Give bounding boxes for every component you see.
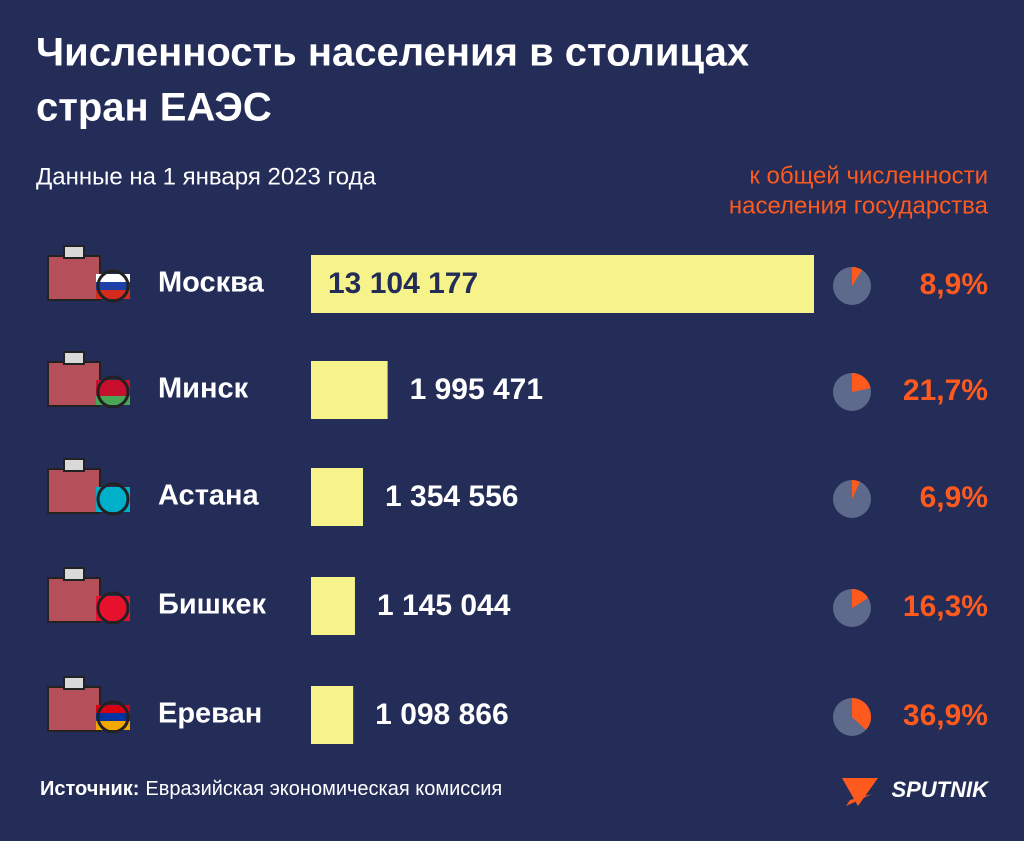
share-label: 36,9% [903,699,988,732]
building-icon [63,567,85,581]
source-label: Источник: [40,778,139,800]
flag-stripe [96,396,130,405]
building-icon [47,361,101,407]
flag-stripe [96,612,130,621]
pie-slice [852,267,863,286]
flag-ring [96,700,130,734]
pie-slice [852,589,869,608]
bar [311,468,363,526]
title-line: стран ЕАЭС [36,86,272,130]
share-label: 6,9% [920,481,988,514]
flag-stripe [96,380,130,389]
flag-stripe [96,503,130,512]
flag-stripe [96,604,130,613]
bar [311,686,354,744]
city-label: Минск [158,373,249,405]
pie-slice [852,480,860,499]
building-icon [63,245,85,259]
city-label: Ереван [158,698,262,730]
flag-stripe [96,274,130,283]
city-label: Москва [158,267,265,299]
building-icon [47,255,101,301]
value-label: 1 145 044 [377,589,511,622]
building-icon [63,351,85,365]
brand: SPUTNIK [891,777,990,802]
building-icon [63,676,85,690]
flag-ring [96,375,130,409]
share-label: 16,3% [903,590,988,623]
bar [311,577,355,635]
city-label: Астана [158,480,260,512]
source: Источник: Евразийская экономическая комис… [40,778,502,800]
pie-slice [852,373,871,392]
value-label: 1 354 556 [385,480,518,513]
value-label: 13 104 177 [328,267,478,300]
share-label: 21,7% [903,374,988,407]
source-text: Евразийская экономическая комиссия [145,778,502,800]
flag-ring [96,591,130,625]
flag-stripe [96,713,130,722]
flag-stripe [96,282,130,291]
building-icon [47,468,101,514]
bar [311,361,388,419]
bar [311,255,814,313]
flag-stripe [96,388,130,397]
flag-ring [96,269,130,303]
building-icon [47,577,101,623]
city-label: Бишкек [158,589,266,621]
share-label: 8,9% [920,268,988,301]
value-label: 1 098 866 [375,698,508,731]
value-label: 1 995 471 [410,373,543,406]
building-icon [63,458,85,472]
title-line: Численность населения в столицах [36,31,749,75]
flag-stripe [96,721,130,730]
flag-stripe [96,290,130,299]
flag-stripe [96,495,130,504]
pie-slice [852,698,871,730]
flag-stripe [96,487,130,496]
subtitle: Данные на 1 января 2023 года [36,163,377,190]
flag-stripe [96,705,130,714]
building-icon [47,686,101,732]
share-title: населения государства [729,192,989,219]
share-title: к общей численности [749,162,988,189]
brand-logo [842,778,878,806]
flag-stripe [96,596,130,605]
flag-ring [96,482,130,516]
